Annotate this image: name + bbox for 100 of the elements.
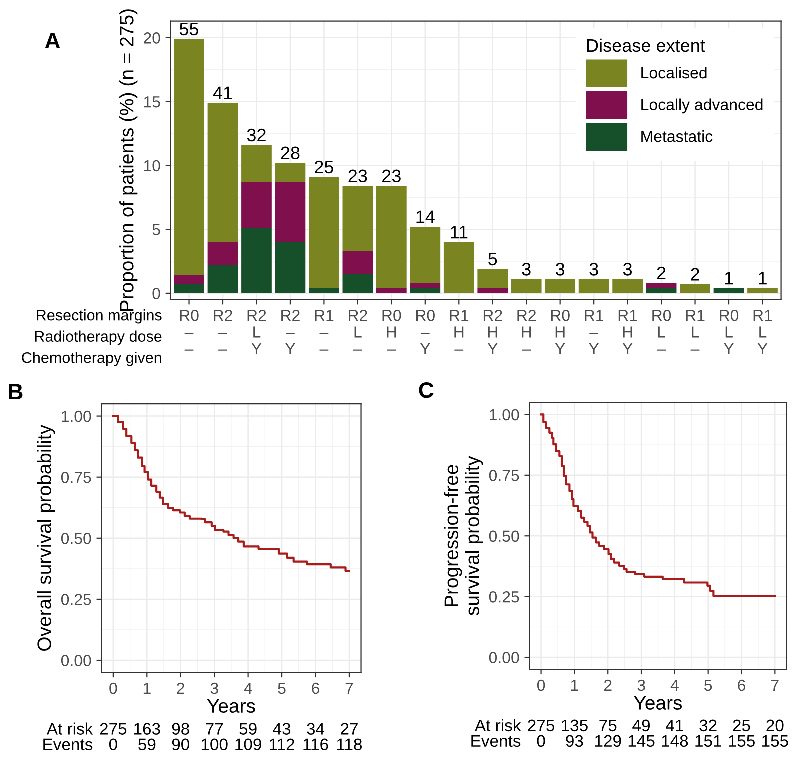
- bar: [578, 279, 610, 294]
- annotation: 55: [180, 23, 199, 36]
- text: 98: [172, 723, 190, 735]
- text: 129: [595, 735, 622, 748]
- y-tick-label: 0.25: [61, 594, 92, 606]
- x-tick-label: R2 – –: [214, 310, 232, 351]
- x-tick-label: 6: [312, 682, 320, 694]
- annotation: 1: [759, 272, 767, 285]
- text: 93: [566, 735, 584, 748]
- text: 0: [537, 735, 546, 748]
- annotation: 41: [213, 86, 232, 100]
- x-axis-title: Years: [207, 699, 256, 714]
- chart-title: C: [419, 382, 434, 398]
- x-tick-label: R1 – Y: [585, 310, 604, 354]
- bar: [174, 276, 204, 284]
- text: 20: [766, 720, 784, 732]
- text: 32: [700, 720, 717, 732]
- x-tick-label: 6: [738, 680, 746, 692]
- x-tick-label: R0 H –: [382, 310, 402, 351]
- x-tick-label: R1 H –: [450, 310, 469, 351]
- x-tick-label: R0 L Y: [720, 310, 739, 354]
- text: 43: [273, 723, 291, 735]
- y-axis-title: Progression-free survival probability: [444, 456, 484, 616]
- bar: [309, 177, 340, 288]
- text: 49: [632, 720, 650, 732]
- x-tick-label: 3: [210, 682, 218, 694]
- x-tick-label: R2 L –: [349, 310, 368, 351]
- bar: [242, 228, 272, 294]
- y-axis-title: Proportion of patients (%) (n = 275): [120, 10, 138, 312]
- text: Chemotherapy given: [22, 352, 162, 366]
- annotation: 3: [590, 263, 598, 276]
- chart-title: B: [9, 384, 23, 400]
- x-tick-label: 1: [571, 680, 578, 691]
- bar: [376, 288, 407, 294]
- bar: [444, 242, 474, 294]
- y-tick-label: 0.50: [61, 533, 92, 544]
- x-tick-label: R1 H Y: [618, 310, 638, 354]
- y-tick-label: 1.00: [62, 410, 92, 422]
- annotation: 25: [315, 160, 334, 174]
- x-tick-label: R0 – –: [180, 310, 199, 351]
- text: 90: [172, 738, 190, 751]
- x-tick-label: R0 L –: [652, 310, 672, 351]
- bar: [646, 288, 677, 294]
- annotation: 3: [623, 263, 632, 276]
- bar: [680, 284, 710, 294]
- bar: [612, 279, 643, 294]
- y-tick-label: 0.75: [489, 470, 520, 482]
- bar: [174, 284, 204, 294]
- legend-title: Disease extent: [587, 38, 706, 52]
- bar: [511, 279, 542, 294]
- x-tick-label: R2 – Y: [282, 310, 300, 354]
- annotation: 11: [451, 226, 468, 239]
- text: Resection margins: [37, 310, 162, 324]
- annotation: 2: [657, 266, 666, 280]
- bar: [478, 269, 508, 288]
- x-tick-label: R2 H –: [518, 310, 536, 351]
- x-tick-label: 4: [670, 680, 679, 691]
- bar: [309, 288, 340, 294]
- y-axis-title: Overall survival probability: [37, 424, 56, 651]
- text: 109: [236, 738, 262, 751]
- text: 77: [206, 723, 224, 735]
- x-tick-label: 0: [110, 682, 118, 694]
- bar: [714, 288, 744, 294]
- text: 135: [562, 720, 588, 732]
- bar: [342, 251, 374, 274]
- bar: [478, 288, 508, 294]
- y-tick-label: 10: [144, 160, 160, 172]
- text: 151: [696, 735, 722, 748]
- x-tick-label: 0: [537, 680, 546, 692]
- bar: [208, 103, 238, 242]
- x-tick-label: R1 – –: [315, 310, 334, 351]
- annotation: 23: [382, 170, 401, 183]
- bar: [342, 186, 374, 252]
- chart-title: A: [45, 33, 60, 49]
- text: 275: [100, 723, 127, 735]
- text: 112: [270, 738, 294, 750]
- legend-label: Metastatic: [642, 130, 713, 142]
- text: 116: [304, 738, 328, 751]
- y-tick-label: 15: [144, 96, 160, 108]
- y-tick-label: 1.00: [490, 409, 520, 421]
- bar: [275, 163, 306, 182]
- bar: [275, 182, 306, 242]
- text: 41: [666, 720, 684, 732]
- x-tick-label: R2 H Y: [484, 310, 502, 354]
- text: 59: [240, 723, 257, 735]
- bar: [174, 39, 204, 276]
- text: Radiotherapy dose: [35, 330, 162, 346]
- bar: [376, 186, 407, 288]
- annotation: 32: [247, 128, 266, 142]
- text: 155: [762, 735, 788, 748]
- text: Events: [44, 738, 93, 751]
- y-tick-label: 0.75: [61, 472, 92, 484]
- text: At risk: [46, 722, 94, 735]
- bar: [208, 242, 238, 266]
- x-tick-label: 2: [177, 682, 185, 694]
- x-tick-label: R1 L Y: [754, 310, 772, 354]
- annotation: 28: [281, 146, 300, 160]
- x-tick-label: R2 L Y: [248, 310, 266, 354]
- text: 148: [662, 735, 688, 748]
- bar: [242, 145, 272, 182]
